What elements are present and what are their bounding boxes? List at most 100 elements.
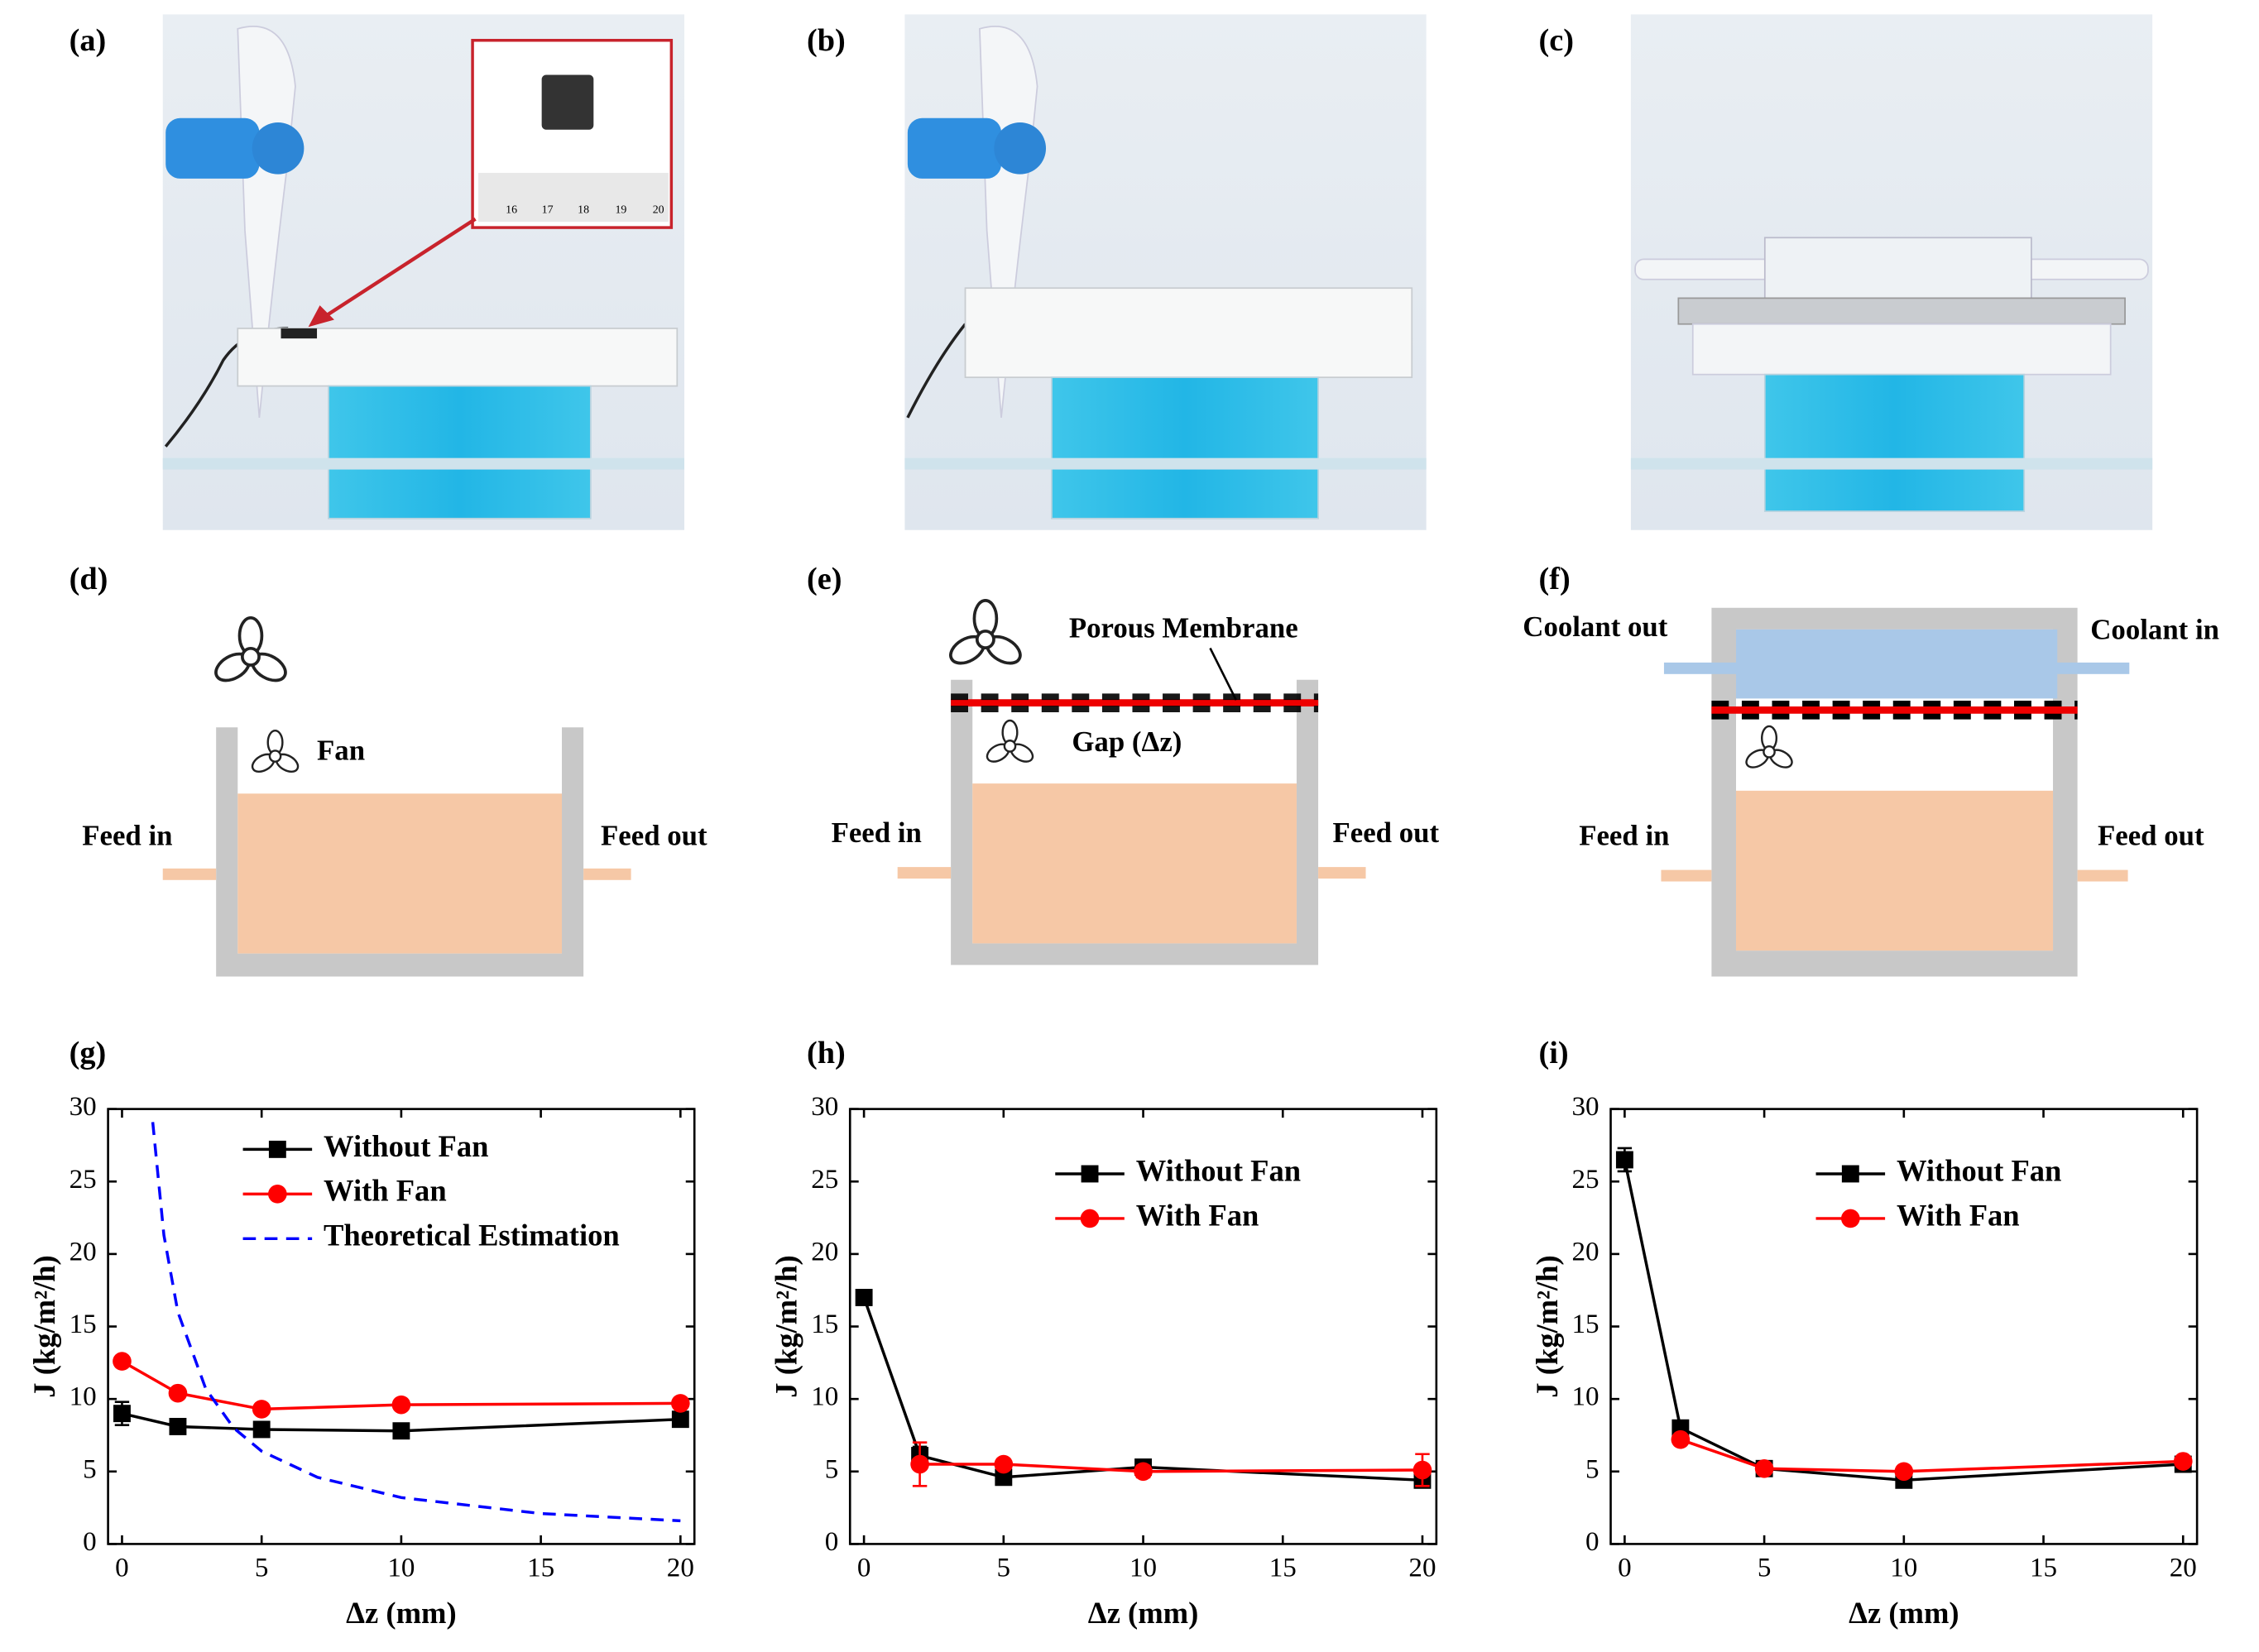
x-tick-label: 15: [527, 1553, 554, 1583]
x-tick-label: 20: [667, 1553, 694, 1583]
panel-label: (c): [1538, 23, 1574, 58]
feed-in-label: Feed in: [82, 819, 172, 851]
plate: [964, 287, 1413, 379]
coolant-chamber: [1763, 237, 2032, 299]
y-tick-label: 5: [825, 1454, 839, 1484]
ruler-label: 18: [578, 204, 589, 216]
legend-marker: [268, 1185, 287, 1204]
y-axis-label: J (kg/m²/h): [769, 1255, 803, 1397]
x-tick-label: 15: [2030, 1553, 2057, 1583]
fan-icon: [248, 729, 302, 777]
ruler-label: 16: [506, 204, 517, 216]
y-tick-label: 5: [83, 1454, 97, 1484]
y-tick-label: 25: [70, 1165, 97, 1195]
y-tick-label: 20: [70, 1237, 97, 1267]
marker: [252, 1400, 271, 1419]
y-tick-label: 25: [811, 1165, 838, 1195]
panel-label: (f): [1538, 562, 1570, 596]
coolant-in-label: Coolant in: [2090, 613, 2219, 645]
feed-out-label: Feed out: [2098, 819, 2204, 851]
marker: [1615, 1151, 1633, 1169]
inset-fan: [541, 74, 594, 130]
legend-label: With Fan: [1136, 1198, 1259, 1232]
marker: [994, 1454, 1014, 1474]
panel-label: (d): [70, 562, 108, 596]
gap-label: Gap (Δz): [1072, 725, 1182, 758]
feed-liquid: [972, 783, 1297, 944]
arrow-head: [308, 305, 334, 328]
small-fan: [281, 328, 318, 339]
panel-label: (b): [807, 23, 846, 58]
ruler-label: 19: [615, 204, 626, 216]
x-tick-label: 5: [1758, 1553, 1772, 1583]
marker: [113, 1405, 131, 1423]
marker: [391, 1395, 411, 1415]
photo-a: 16 17 18 19 20: [162, 14, 685, 530]
x-tick-label: 0: [1618, 1553, 1632, 1583]
diagram-f: Coolant out Coolant in Feed in Feed out: [1523, 607, 2219, 977]
y-tick-label: 20: [811, 1237, 838, 1267]
feed-in-label: Feed in: [832, 816, 922, 849]
fan-hub: [994, 122, 1047, 175]
y-tick-label: 15: [1572, 1310, 1600, 1339]
tank: [1051, 376, 1319, 520]
chart: 0 5 10 15 20 25 30 0 5 10 15 20 Δz (mm) J (kg/m²/h) Wi…: [27, 1092, 696, 1630]
legend-label: Theoretical Estimation: [324, 1219, 620, 1252]
y-tick-label: 10: [70, 1382, 97, 1412]
y-tick-label: 0: [825, 1527, 839, 1557]
tube: [904, 457, 1427, 470]
y-tick-label: 30: [811, 1092, 838, 1122]
marker: [168, 1383, 188, 1403]
panel-label: (e): [807, 562, 842, 596]
ruler: [478, 172, 669, 223]
x-tick-label: 20: [2170, 1553, 2197, 1583]
marker: [392, 1422, 410, 1440]
series-line: [919, 1463, 1422, 1473]
fan-icon: [983, 719, 1037, 767]
y-tick-label: 10: [1572, 1382, 1600, 1412]
feed-out-label: Feed out: [601, 819, 707, 851]
ruler-label: 17: [542, 204, 554, 216]
diagram-d: Fan Feed in Feed out: [82, 615, 707, 977]
marker: [1754, 1458, 1774, 1478]
x-axis-label: Δz (mm): [1849, 1596, 1959, 1630]
legend-label: Without Fan: [324, 1129, 488, 1163]
series-line: [1680, 1438, 2184, 1473]
fan-icon: [1742, 725, 1796, 773]
coolant: [1735, 629, 2058, 699]
x-tick-label: 5: [997, 1553, 1011, 1583]
y-tick-label: 20: [1572, 1237, 1600, 1267]
membrane-label: Porous Membrane: [1069, 612, 1298, 644]
marker: [671, 1394, 690, 1413]
pointer: [1209, 647, 1238, 701]
panel-label: (a): [70, 23, 107, 58]
feed-pipe: [583, 868, 631, 880]
photo-b: [904, 14, 1427, 530]
feed-liquid: [237, 793, 563, 954]
y-tick-label: 0: [83, 1527, 97, 1557]
series-line: [862, 1296, 1423, 1482]
legend-marker: [268, 1140, 286, 1158]
legend-marker: [1080, 1209, 1100, 1228]
y-tick-label: 15: [70, 1310, 97, 1339]
tube: [162, 457, 685, 470]
legend-marker: [1081, 1165, 1099, 1183]
fan-motor: [165, 117, 260, 179]
coolant-out-label: Coolant out: [1523, 611, 1667, 643]
legend-marker: [1841, 1165, 1859, 1183]
x-tick-label: 10: [1890, 1553, 1917, 1583]
tube: [1630, 457, 2153, 470]
marker: [1671, 1429, 1691, 1449]
wire: [906, 323, 966, 419]
legend-label: With Fan: [1897, 1198, 2020, 1232]
marker: [252, 1420, 271, 1439]
marker: [169, 1418, 187, 1435]
y-tick-label: 15: [811, 1310, 838, 1339]
feed-out-label: Feed out: [1332, 816, 1439, 849]
fan-hub: [252, 122, 305, 175]
plate: [1691, 323, 2112, 376]
membrane-frame: [1677, 297, 2126, 325]
feed-pipe: [162, 868, 217, 880]
marker: [910, 1454, 929, 1474]
